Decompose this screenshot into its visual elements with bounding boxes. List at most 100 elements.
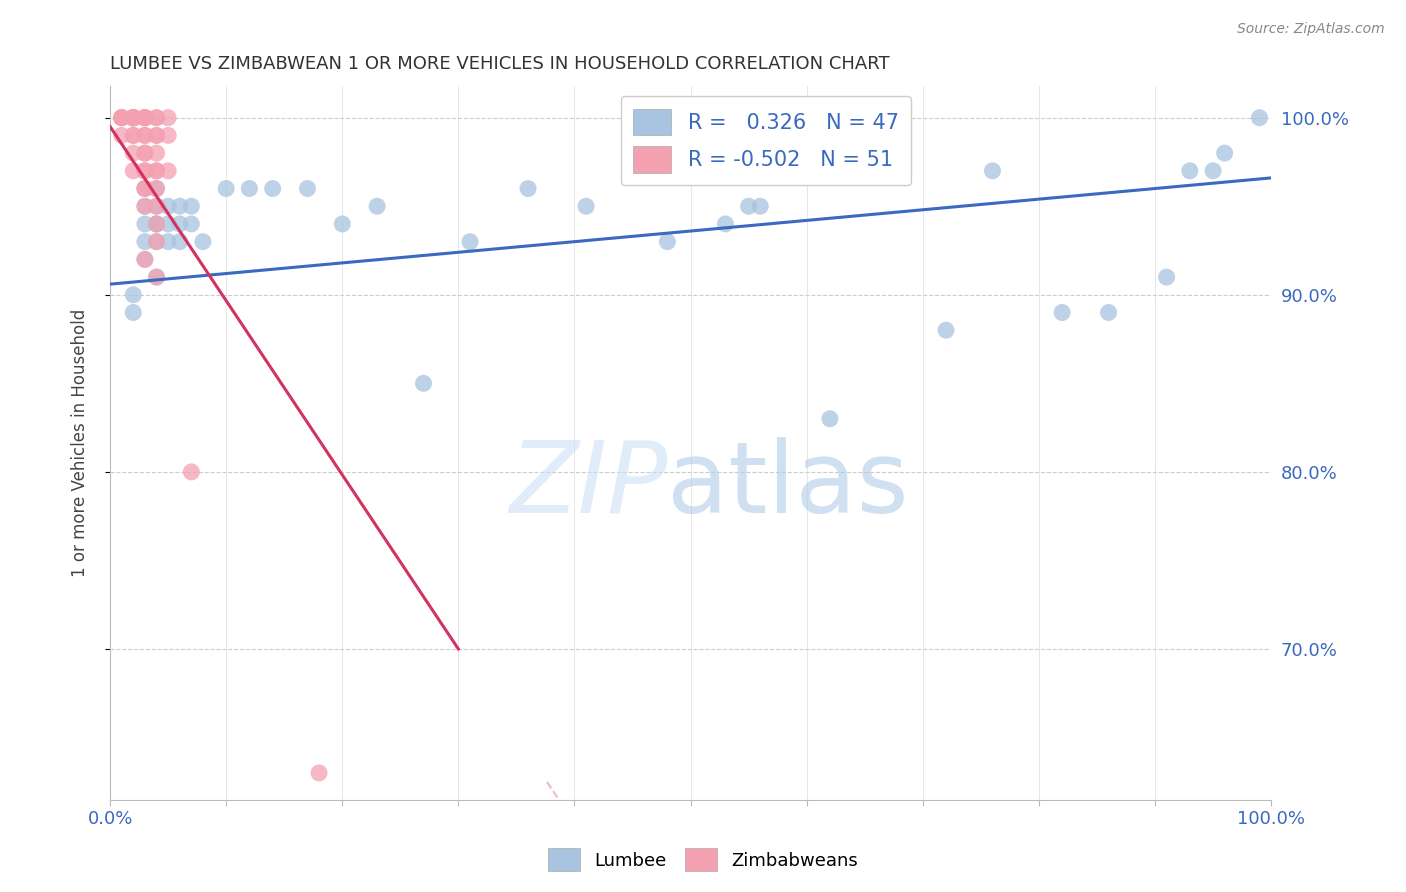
Point — [134, 235, 156, 249]
Point — [180, 217, 202, 231]
Point — [330, 217, 353, 231]
Point — [145, 128, 167, 143]
Point — [145, 217, 167, 231]
Point — [134, 111, 156, 125]
Point — [134, 199, 156, 213]
Point — [749, 199, 772, 213]
Point — [145, 270, 167, 285]
Point — [122, 111, 145, 125]
Point — [145, 235, 167, 249]
Point — [111, 111, 134, 125]
Point — [122, 146, 145, 161]
Point — [169, 235, 191, 249]
Point — [111, 111, 134, 125]
Point — [157, 163, 180, 178]
Point — [180, 199, 202, 213]
Point — [169, 217, 191, 231]
Point — [122, 128, 145, 143]
Point — [145, 181, 167, 195]
Point — [157, 128, 180, 143]
Text: Source: ZipAtlas.com: Source: ZipAtlas.com — [1237, 22, 1385, 37]
Point — [818, 411, 841, 425]
Point — [122, 111, 145, 125]
Point — [122, 305, 145, 319]
Point — [297, 181, 319, 195]
Point — [1178, 163, 1201, 178]
Point — [877, 163, 900, 178]
Point — [134, 111, 156, 125]
Point — [134, 252, 156, 267]
Point — [157, 235, 180, 249]
Text: LUMBEE VS ZIMBABWEAN 1 OR MORE VEHICLES IN HOUSEHOLD CORRELATION CHART: LUMBEE VS ZIMBABWEAN 1 OR MORE VEHICLES … — [110, 55, 890, 73]
Point — [737, 199, 759, 213]
Point — [157, 199, 180, 213]
Point — [517, 181, 540, 195]
Point — [657, 235, 679, 249]
Legend: R =   0.326   N = 47, R = -0.502   N = 51: R = 0.326 N = 47, R = -0.502 N = 51 — [621, 96, 911, 186]
Point — [134, 146, 156, 161]
Y-axis label: 1 or more Vehicles in Household: 1 or more Vehicles in Household — [72, 309, 89, 577]
Point — [122, 111, 145, 125]
Point — [145, 199, 167, 213]
Point — [169, 199, 191, 213]
Point — [134, 128, 156, 143]
Point — [1097, 305, 1119, 319]
Point — [412, 376, 434, 391]
Point — [134, 252, 156, 267]
Point — [157, 111, 180, 125]
Point — [134, 163, 156, 178]
Point — [134, 199, 156, 213]
Point — [111, 128, 134, 143]
Point — [122, 287, 145, 301]
Point — [191, 235, 214, 249]
Point — [134, 111, 156, 125]
Point — [1213, 146, 1236, 161]
Point — [134, 111, 156, 125]
Point — [111, 111, 134, 125]
Legend: Lumbee, Zimbabweans: Lumbee, Zimbabweans — [540, 841, 866, 879]
Point — [145, 111, 167, 125]
Point — [122, 111, 145, 125]
Point — [145, 128, 167, 143]
Point — [145, 217, 167, 231]
Point — [238, 181, 260, 195]
Point — [145, 199, 167, 213]
Point — [134, 128, 156, 143]
Text: atlas: atlas — [668, 437, 910, 534]
Point — [180, 465, 202, 479]
Point — [134, 146, 156, 161]
Point — [134, 181, 156, 195]
Point — [366, 199, 388, 213]
Point — [145, 146, 167, 161]
Point — [308, 766, 330, 780]
Point — [714, 217, 737, 231]
Point — [134, 181, 156, 195]
Point — [145, 235, 167, 249]
Point — [122, 111, 145, 125]
Point — [145, 270, 167, 285]
Text: ZIP: ZIP — [509, 437, 668, 534]
Point — [458, 235, 481, 249]
Point — [134, 181, 156, 195]
Point — [134, 163, 156, 178]
Point — [122, 111, 145, 125]
Point — [157, 217, 180, 231]
Point — [145, 111, 167, 125]
Point — [122, 163, 145, 178]
Point — [1249, 111, 1271, 125]
Point — [111, 111, 134, 125]
Point — [935, 323, 957, 337]
Point — [575, 199, 598, 213]
Point — [215, 181, 238, 195]
Point — [122, 111, 145, 125]
Point — [145, 163, 167, 178]
Point — [122, 111, 145, 125]
Point — [122, 128, 145, 143]
Point — [262, 181, 284, 195]
Point — [1050, 305, 1073, 319]
Point — [145, 217, 167, 231]
Point — [1156, 270, 1178, 285]
Point — [122, 111, 145, 125]
Point — [1202, 163, 1225, 178]
Point — [981, 163, 1004, 178]
